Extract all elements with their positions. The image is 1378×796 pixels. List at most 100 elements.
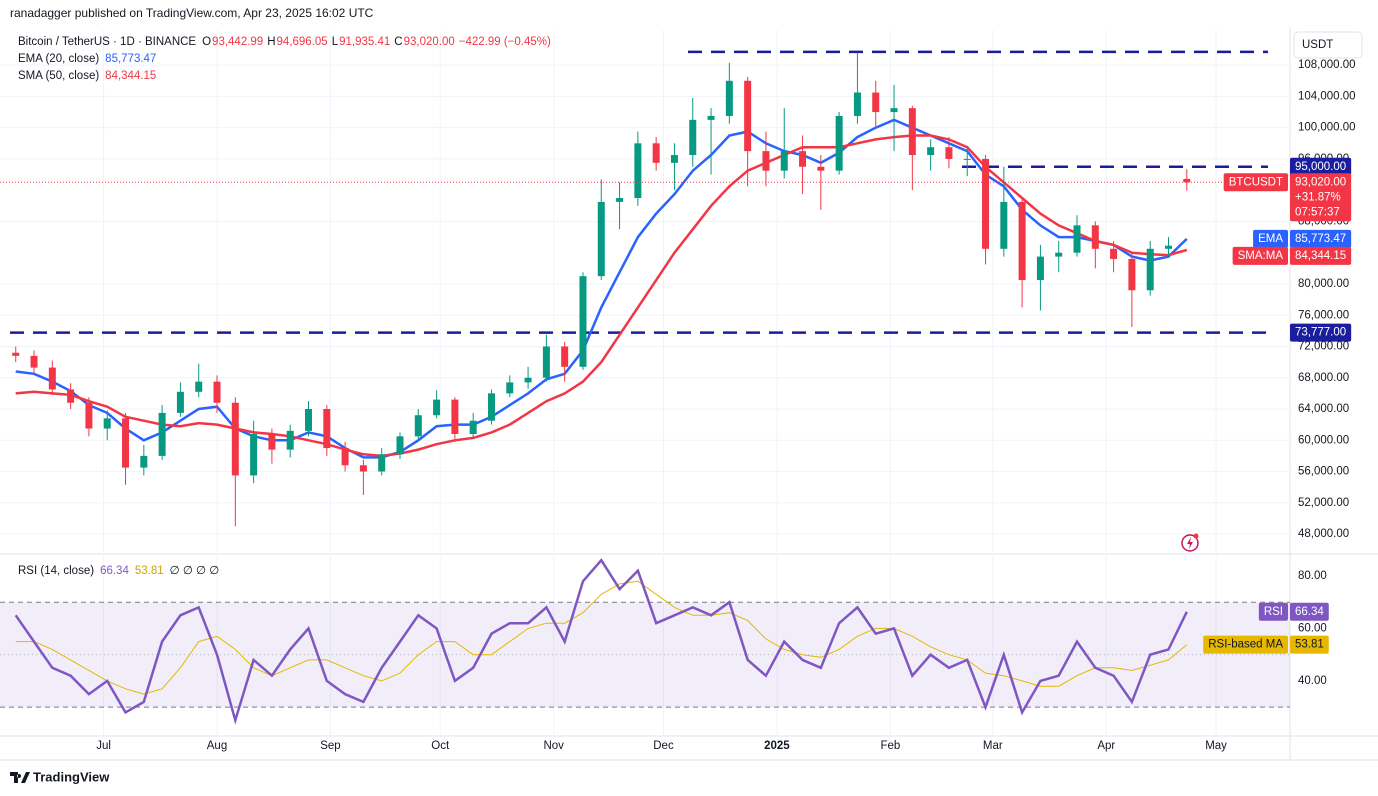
rsi-label-name: RSI-based MA bbox=[1208, 639, 1283, 651]
candle-body bbox=[469, 420, 477, 435]
candle-body bbox=[140, 455, 148, 468]
rsi-label-name-box bbox=[1258, 602, 1288, 621]
candle-body bbox=[1036, 256, 1044, 281]
alert-bolt bbox=[1187, 537, 1193, 549]
candle-body bbox=[433, 399, 441, 416]
y-tick-label: 72,000.00 bbox=[1298, 341, 1349, 353]
x-tick-label: Mar bbox=[983, 740, 1003, 752]
rsi-label-value: 66.34 bbox=[1295, 606, 1324, 618]
candle-body bbox=[323, 408, 331, 449]
candle-body bbox=[817, 166, 825, 171]
candle-body bbox=[195, 381, 203, 392]
candle-body bbox=[1183, 178, 1191, 183]
candle-body bbox=[250, 434, 258, 476]
y-tick-label: 48,000.00 bbox=[1298, 528, 1349, 540]
last-price-name: BTCUSDT bbox=[1229, 176, 1283, 188]
candle-body bbox=[213, 381, 221, 403]
rsi-label-name-box bbox=[1203, 635, 1288, 654]
candle-body bbox=[561, 346, 569, 367]
candle-body bbox=[414, 415, 422, 437]
candle-body bbox=[1146, 248, 1154, 291]
candle-body bbox=[872, 92, 880, 113]
candle-body bbox=[579, 276, 587, 367]
candle-body bbox=[30, 355, 38, 368]
x-tick-label: Aug bbox=[207, 740, 227, 752]
candle-body bbox=[1110, 248, 1118, 259]
candle-body bbox=[341, 448, 349, 466]
ma-label-value: 84,344.15 bbox=[1295, 250, 1346, 262]
y-tick-label: 100,000.00 bbox=[1298, 122, 1356, 134]
change-value: −422.99 (−0.45%) bbox=[459, 36, 551, 48]
ohlc-value: 93,020.00 bbox=[404, 36, 455, 48]
ohlc-key: O bbox=[202, 36, 211, 48]
rsi-line bbox=[14, 558, 1188, 725]
last-price-value: 93,020.00 bbox=[1295, 176, 1346, 188]
rsi-legend-extra: ∅ ∅ ∅ ∅ bbox=[170, 565, 220, 577]
candle-body bbox=[506, 382, 514, 394]
y-tick-label: 108,000.00 bbox=[1298, 59, 1356, 71]
alert-dot bbox=[1193, 533, 1199, 539]
level-label-value-box bbox=[1290, 157, 1352, 176]
alert-icon[interactable] bbox=[1181, 534, 1199, 552]
candle-body bbox=[1091, 225, 1099, 249]
candle-body bbox=[12, 352, 20, 356]
ohlc-value: 91,935.41 bbox=[339, 36, 390, 48]
footer-logo bbox=[10, 772, 30, 783]
candle-body bbox=[487, 393, 495, 421]
rsi-label-value: 53.81 bbox=[1295, 639, 1324, 651]
y-tick-label: 68,000.00 bbox=[1298, 372, 1349, 384]
candle-body bbox=[597, 201, 605, 277]
x-tick-label: Sep bbox=[320, 740, 340, 752]
candle-body bbox=[616, 198, 624, 202]
ma-label-value-box bbox=[1290, 246, 1352, 265]
y-tick-label: 60.00 bbox=[1298, 622, 1327, 634]
indicator-name: SMA (50, close) bbox=[18, 70, 99, 82]
ohlc-key: L bbox=[332, 36, 339, 48]
candle-body bbox=[1018, 201, 1026, 281]
last-price-value: 07:57:37 bbox=[1295, 206, 1340, 218]
candle-body bbox=[378, 454, 386, 472]
candle-body bbox=[707, 115, 715, 120]
candle-body bbox=[67, 389, 75, 403]
candle-body bbox=[982, 158, 990, 249]
candle-body bbox=[1165, 245, 1173, 249]
candle-body bbox=[835, 115, 843, 171]
rsi-title: RSI (14, close) bbox=[18, 565, 94, 577]
candle-body bbox=[890, 108, 898, 113]
ma-label-name: EMA bbox=[1258, 233, 1283, 245]
candle-body bbox=[1128, 258, 1136, 291]
publisher-line: ranadagger published on TradingView.com,… bbox=[10, 6, 374, 20]
candle-body bbox=[762, 151, 770, 171]
candle-body bbox=[396, 436, 404, 455]
candle-body bbox=[725, 80, 733, 116]
level-label-value-box bbox=[1290, 323, 1352, 342]
y-tick-label: 52,000.00 bbox=[1298, 497, 1349, 509]
candle-body bbox=[305, 408, 313, 431]
candle-body bbox=[1000, 201, 1008, 249]
indicator-value: 84,344.15 bbox=[105, 70, 156, 82]
currency-box bbox=[1293, 31, 1363, 59]
y-tick-label: 60,000.00 bbox=[1298, 434, 1349, 446]
x-tick-label: Dec bbox=[653, 740, 674, 752]
last-price-value-box bbox=[1290, 173, 1352, 222]
x-tick-label: Nov bbox=[543, 740, 564, 752]
rsi-label-name: RSI bbox=[1264, 606, 1283, 618]
candle-body bbox=[359, 465, 367, 472]
x-tick-label: 2025 bbox=[764, 740, 790, 752]
ohlc-key: C bbox=[394, 36, 402, 48]
y-tick-label: 104,000.00 bbox=[1298, 90, 1356, 102]
candle-body bbox=[176, 391, 184, 413]
currency-label[interactable]: USDT bbox=[1302, 39, 1333, 51]
ma-label-name: SMA:MA bbox=[1238, 250, 1284, 262]
candle-body bbox=[853, 92, 861, 116]
y-tick-label: 40.00 bbox=[1298, 675, 1327, 687]
candle-body bbox=[451, 399, 459, 435]
rsi-legend-value: 53.81 bbox=[135, 565, 164, 577]
indicator-value: 85,773.47 bbox=[105, 53, 156, 65]
candle-body bbox=[524, 377, 532, 383]
candle-body bbox=[48, 367, 56, 390]
last-price-value: +31.87% bbox=[1295, 191, 1341, 203]
ohlc-value: 93,442.99 bbox=[212, 36, 263, 48]
x-tick-label: Apr bbox=[1097, 740, 1115, 752]
